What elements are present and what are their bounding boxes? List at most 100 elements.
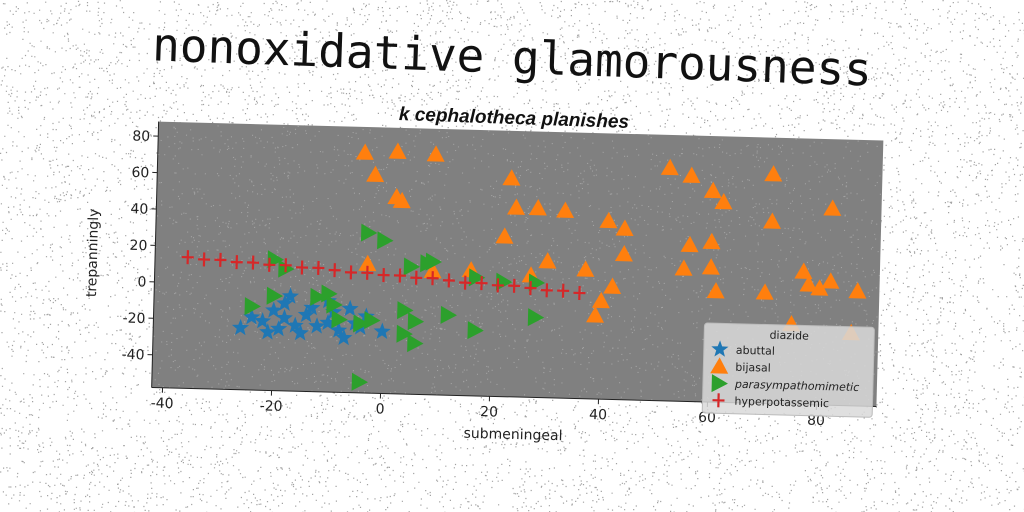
data-point-hyperpotassemic [279, 258, 292, 273]
legend-label-parasympathomimetic: parasympathomimetic [734, 378, 860, 394]
data-point-bijasal [576, 260, 595, 277]
series-parasympathomimetic [244, 223, 546, 391]
legend-marker-hyperpotassemic [712, 393, 725, 408]
data-point-parasympathomimetic [353, 314, 370, 333]
data-point-hyperpotassemic [524, 281, 537, 296]
legend-title: diazide [769, 329, 809, 343]
data-point-parasympathomimetic [467, 321, 484, 340]
data-point-bijasal [764, 165, 783, 182]
data-point-hyperpotassemic [181, 250, 194, 265]
plot-area: -40 -20 0 20 40 60 80 -40 -20 0 20 40 60 80 submeninge… [84, 121, 884, 445]
data-point-abuttal [325, 303, 343, 320]
y-tick-label: 80 [132, 128, 150, 144]
data-point-bijasal [810, 279, 829, 296]
data-point-abuttal [330, 321, 348, 338]
data-point-hyperpotassemic [361, 265, 374, 280]
y-tick-label: 60 [131, 165, 149, 181]
data-point-abuttal [243, 308, 261, 325]
data-point-parasympathomimetic [364, 311, 381, 330]
data-point-hyperpotassemic [475, 276, 488, 291]
data-point-abuttal [281, 287, 299, 304]
data-point-abuttal [291, 324, 309, 341]
x-tick-label: 60 [698, 410, 716, 426]
data-point-bijasal [701, 258, 720, 275]
data-point-abuttal [253, 312, 272, 329]
x-tick-label: -20 [259, 398, 282, 415]
data-point-abuttal [303, 298, 321, 316]
data-point-parasympathomimetic [397, 301, 414, 320]
data-point-bijasal [762, 212, 781, 229]
legend-box [701, 322, 875, 418]
data-point-hyperpotassemic [573, 285, 586, 301]
data-point-abuttal [286, 316, 304, 334]
data-point-parasympathomimetic [310, 287, 327, 306]
data-point-bijasal [615, 219, 634, 236]
data-point-abuttal [265, 301, 283, 318]
data-point-hyperpotassemic [393, 268, 406, 283]
y-tick-label: -40 [121, 347, 144, 364]
data-point-hyperpotassemic [230, 255, 243, 270]
data-point-hyperpotassemic [312, 260, 325, 275]
y-axis-line [151, 121, 160, 388]
legend-label-hyperpotassemic: hyperpotassemic [734, 395, 829, 410]
data-point-parasympathomimetic [351, 372, 368, 391]
data-point-abuttal [231, 318, 250, 336]
data-point-hyperpotassemic [459, 275, 472, 290]
data-point-hyperpotassemic [508, 278, 521, 293]
data-point-abuttal [308, 317, 326, 334]
data-point-hyperpotassemic [557, 283, 570, 298]
x-tick-label: 0 [375, 401, 384, 417]
data-point-parasympathomimetic [527, 308, 545, 327]
data-point-parasympathomimetic [425, 252, 443, 271]
data-point-hyperpotassemic [540, 283, 553, 298]
data-point-parasympathomimetic [244, 297, 261, 316]
data-point-bijasal [799, 275, 818, 292]
data-point-parasympathomimetic [403, 257, 421, 276]
legend-marker-bijasal [710, 357, 729, 374]
data-point-abuttal [335, 328, 353, 346]
data-point-bijasal [366, 165, 385, 183]
data-point-bijasal [556, 201, 575, 219]
series-bijasal [355, 142, 867, 341]
data-point-parasympathomimetic [468, 268, 486, 287]
series-hyperpotassemic [181, 250, 586, 301]
data-point-hyperpotassemic [328, 263, 341, 278]
data-point-hyperpotassemic [491, 278, 504, 293]
data-point-parasympathomimetic [326, 295, 343, 314]
data-point-bijasal [502, 169, 521, 186]
data-point-abuttal [373, 322, 391, 339]
data-point-bijasal [355, 143, 374, 160]
data-point-hyperpotassemic [214, 252, 227, 267]
data-point-bijasal [714, 192, 733, 210]
data-point-bijasal [706, 282, 725, 299]
data-point-hyperpotassemic [344, 265, 357, 280]
data-point-bijasal [423, 261, 442, 279]
data-point-bijasal [674, 259, 693, 276]
data-point-bijasal [848, 282, 867, 299]
data-point-abuttal [276, 294, 294, 311]
data-point-bijasal [702, 232, 721, 250]
legend-marker-abuttal [711, 340, 729, 357]
data-point-abuttal [259, 323, 277, 340]
data-point-bijasal [586, 306, 605, 323]
data-point-parasympathomimetic [407, 312, 425, 331]
data-point-bijasal [660, 158, 679, 176]
data-point-bijasal [538, 252, 557, 269]
x-axis-label: submeningeal [463, 426, 562, 445]
chart-title: k cephalotheca planishes [399, 104, 630, 133]
data-point-hyperpotassemic [410, 270, 423, 285]
data-point-parasympathomimetic [331, 310, 348, 329]
data-point-hyperpotassemic [295, 260, 309, 275]
data-point-bijasal [682, 166, 701, 184]
legend-label-bijasal: bijasal [735, 361, 771, 375]
data-point-parasympathomimetic [377, 231, 394, 250]
data-point-abuttal [297, 305, 315, 323]
y-tick-label: 0 [137, 274, 146, 290]
legend-marker-parasympathomimetic [711, 374, 728, 393]
data-point-bijasal [507, 198, 526, 215]
data-point-bijasal [495, 227, 514, 244]
data-point-hyperpotassemic [198, 252, 211, 267]
data-point-bijasal [591, 291, 610, 309]
data-point-hyperpotassemic [263, 257, 276, 272]
data-point-bijasal [821, 272, 840, 289]
